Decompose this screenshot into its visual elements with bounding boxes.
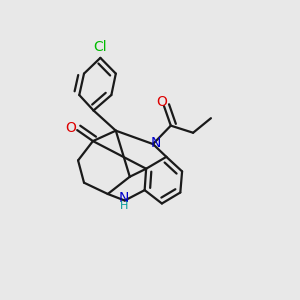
Text: Cl: Cl xyxy=(94,40,107,55)
Text: O: O xyxy=(65,121,76,135)
Text: O: O xyxy=(156,95,167,110)
Text: N: N xyxy=(119,190,129,205)
Text: N: N xyxy=(150,136,161,150)
Text: H: H xyxy=(120,201,128,211)
